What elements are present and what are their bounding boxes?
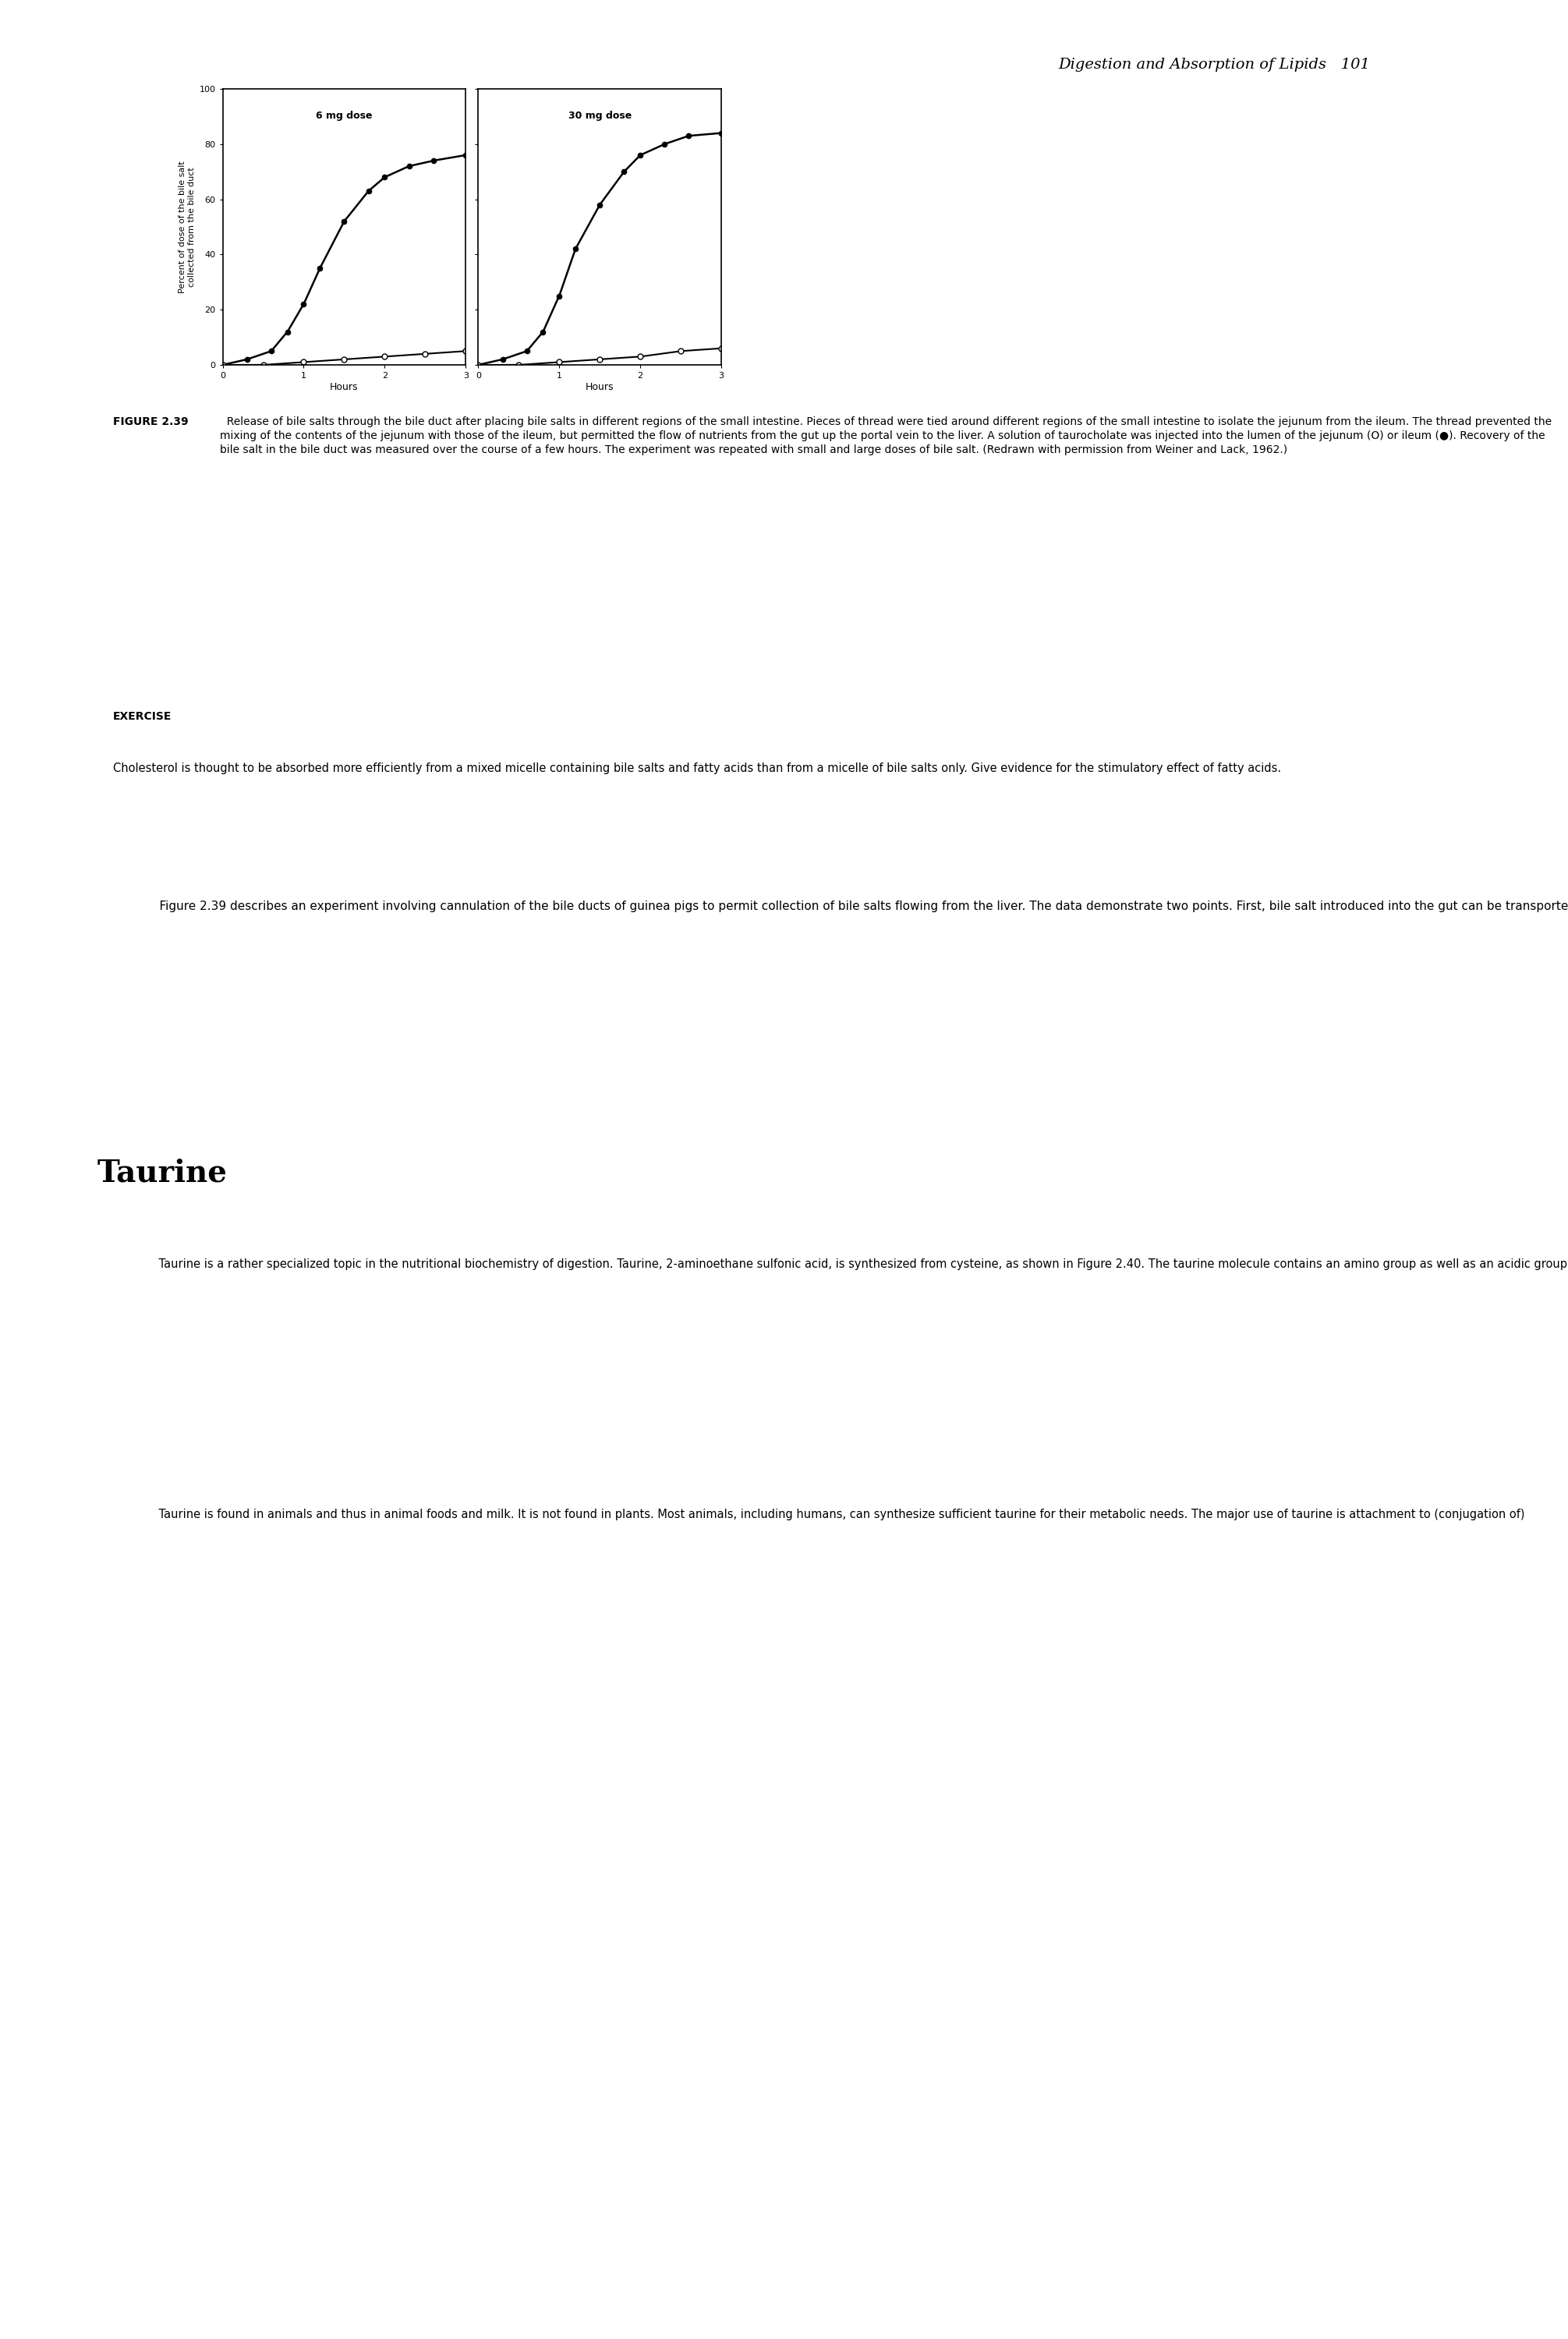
Y-axis label: Percent of dose of the bile salt
collected from the bile duct: Percent of dose of the bile salt collect… — [179, 161, 196, 292]
X-axis label: Hours: Hours — [585, 381, 615, 393]
Text: Release of bile salts through the bile duct after placing bile salts in differen: Release of bile salts through the bile d… — [220, 416, 1551, 456]
Text: EXERCISE: EXERCISE — [113, 711, 171, 723]
X-axis label: Hours: Hours — [329, 381, 359, 393]
Text: Taurine is a rather specialized topic in the nutritional biochemistry of digesti: Taurine is a rather specialized topic in… — [144, 1258, 1568, 1270]
Text: 30 mg dose: 30 mg dose — [568, 110, 632, 122]
Text: 6 mg dose: 6 mg dose — [315, 110, 373, 122]
Text: Cholesterol is thought to be absorbed more efficiently from a mixed micelle cont: Cholesterol is thought to be absorbed mo… — [113, 763, 1281, 774]
Text: Figure 2.39 describes an experiment involving cannulation of the bile ducts of g: Figure 2.39 describes an experiment invo… — [144, 901, 1568, 912]
Text: FIGURE 2.39: FIGURE 2.39 — [113, 416, 188, 428]
Text: Taurine is found in animals and thus in animal foods and milk. It is not found i: Taurine is found in animals and thus in … — [144, 1509, 1524, 1520]
Text: Taurine: Taurine — [97, 1158, 227, 1188]
Text: Digestion and Absorption of Lipids   101: Digestion and Absorption of Lipids 101 — [1058, 58, 1370, 73]
